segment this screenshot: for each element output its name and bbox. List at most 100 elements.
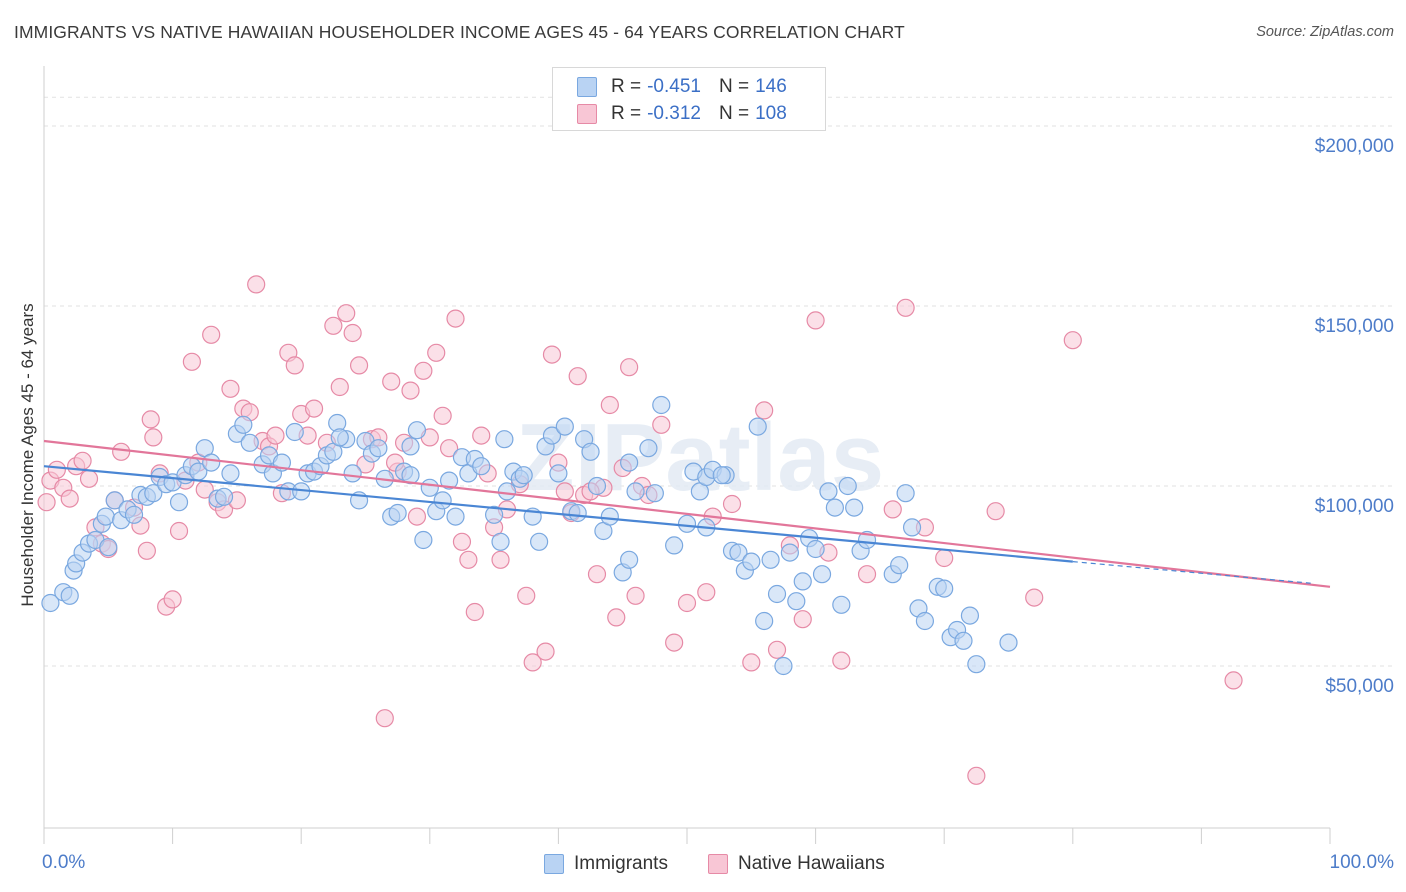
native-hawaiians-point (349, 356, 369, 375)
immigrants-point (99, 538, 118, 557)
native-hawaiians-point (600, 395, 619, 415)
immigrants-point (755, 611, 774, 631)
immigrants-point (954, 631, 973, 650)
native-hawaiians-point (304, 399, 324, 418)
native-hawaiians-point (883, 500, 902, 519)
native-hawaiians-point (536, 642, 555, 661)
immigrants-point (748, 417, 767, 436)
native-hawaiians-point (382, 372, 401, 391)
immigrants-point (401, 437, 420, 456)
native-hawaiians-point (401, 381, 420, 400)
immigrants-point (832, 595, 851, 614)
native-hawaiians-point (626, 586, 645, 605)
native-hawaiians-point (793, 610, 812, 629)
y-tick-label: $150,000 (1314, 316, 1394, 337)
immigrants-point (542, 426, 562, 445)
immigrants-point (761, 550, 780, 569)
native-hawaiians-point (73, 451, 92, 470)
native-hawaiians-point (832, 651, 851, 670)
immigrants-point (420, 478, 439, 497)
immigrants-point (780, 543, 799, 562)
trend-lines (43, 439, 1331, 588)
native-hawaiians-point (202, 325, 221, 344)
native-hawaiians-point (343, 323, 362, 343)
native-hawaiians-point (517, 586, 536, 605)
native-hawaiians-point (568, 367, 587, 386)
native-hawaiians-point (337, 304, 356, 323)
immigrants-point (495, 430, 514, 449)
r-label: R = (611, 76, 642, 97)
immigrants-point (388, 503, 407, 523)
native-hawaiians-point (465, 602, 484, 622)
immigrants-trend-line (43, 465, 1073, 563)
stats-row-immigrants: R = -0.451 N = 146 (577, 75, 787, 99)
immigrants-point (214, 487, 234, 506)
native-hawaiians-point (491, 550, 510, 569)
native-hawaiians-point (652, 415, 671, 434)
immigrants-point (581, 442, 600, 461)
native-hawaiians-point (935, 548, 954, 568)
immigrants-point (896, 484, 915, 503)
r-label: R = (611, 103, 642, 124)
native-hawaiians-trend-line (43, 439, 1331, 588)
immigrants-points (41, 395, 1018, 676)
native-hawaiians-point (141, 410, 160, 429)
immigrants-point (105, 491, 124, 510)
native-hawaiians-point (857, 565, 877, 584)
immigrants-point (652, 395, 671, 415)
stats-legend: R = -0.451 N = 146 R = -0.312 N = 108 (552, 67, 826, 131)
immigrants-point (285, 422, 304, 442)
immigrants-point (665, 536, 684, 555)
immigrants-point (600, 507, 619, 526)
axes (43, 66, 1331, 844)
immigrants-point (568, 503, 587, 523)
native-hawaiians-point (697, 583, 716, 602)
legend-label: Native Hawaiians (738, 853, 885, 874)
immigrants-point (124, 505, 144, 524)
immigrants-point (240, 433, 259, 452)
native-hawaiians-point (677, 593, 697, 613)
native-hawaiians-point (221, 379, 240, 398)
native-hawaiians-point (587, 565, 607, 584)
immigrants-point (472, 457, 491, 476)
n-value: 146 (755, 76, 787, 97)
immigrants-point (96, 507, 115, 526)
native-hawaiians-point (79, 469, 99, 488)
r-value: -0.451 (647, 76, 701, 97)
x-tick-label-min: 0.0% (42, 852, 86, 873)
immigrants-point (330, 428, 349, 447)
immigrants-point (620, 453, 639, 472)
native-hawaiians-point (620, 358, 639, 377)
n-label: N = (718, 103, 750, 124)
immigrants-point (793, 572, 812, 591)
immigrants-point (890, 556, 909, 575)
immigrants-point (825, 498, 844, 517)
native-hawaiians-point (459, 550, 478, 569)
x-tick-label-max: 100.0% (1329, 852, 1394, 873)
y-tick-label: $100,000 (1314, 496, 1394, 517)
native-hawaiians-point (452, 532, 472, 551)
immigrants-point (555, 417, 574, 436)
native-hawaiians-point (266, 426, 285, 445)
native-hawaiians-point (407, 507, 427, 526)
immigrants-point (999, 633, 1018, 652)
immigrants-point (587, 476, 607, 496)
native-hawaiians-point (47, 460, 66, 479)
native-hawaiians-point (1224, 671, 1243, 690)
immigrants-point (812, 565, 832, 584)
immigrants-point (845, 498, 864, 517)
native-hawaiians-point (665, 633, 684, 652)
immigrants-point (960, 606, 980, 625)
immigrants-point (41, 593, 60, 613)
immigrants-point (767, 584, 787, 604)
immigrants-point (530, 532, 549, 551)
native-hawaiians-point (439, 439, 459, 458)
immigrants-point (774, 656, 793, 676)
immigrants-point (806, 539, 825, 559)
immigrants-point (549, 464, 568, 483)
native-hawaiians-legend-swatch (708, 854, 728, 874)
native-hawaiians-swatch (577, 104, 597, 124)
immigrants-point (677, 514, 697, 533)
immigrants-point (712, 466, 731, 485)
